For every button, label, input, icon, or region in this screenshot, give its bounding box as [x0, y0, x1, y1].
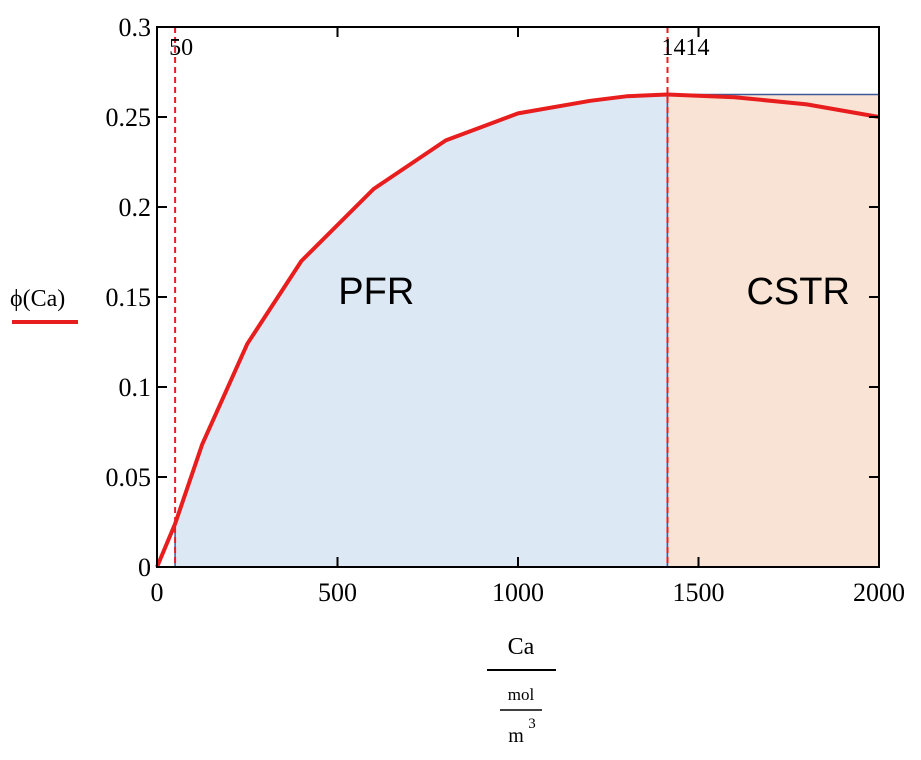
series-curve — [155, 92, 880, 568]
x-tick-label: 1500 — [673, 578, 725, 607]
y-tick-label: 0 — [138, 553, 151, 582]
y-tick-label: 0.2 — [119, 193, 152, 222]
marker-label-1414: 1414 — [662, 35, 710, 61]
region-label-pfr: PFR — [338, 271, 414, 313]
x-tick-label: 2000 — [853, 578, 905, 607]
shaded-regions — [174, 93, 880, 568]
y-tick-label: 0.15 — [106, 283, 152, 312]
region-cstr — [666, 93, 880, 568]
y-tick-label: 0.25 — [106, 103, 152, 132]
x-axis-label: Ca — [508, 634, 535, 660]
marker-label-50: 50 — [169, 35, 193, 61]
y-axis-label: ϕ(Ca) — [10, 286, 65, 312]
region-labels: PFR CSTR — [338, 271, 850, 313]
tick-labels: 0 500 1000 1500 2000 0 0.05 0.1 0.15 0.2 0.25 0.3 — [106, 13, 906, 607]
region-label-cstr: CSTR — [746, 271, 849, 313]
y-tick-label: 0.3 — [119, 13, 152, 42]
axis-ticks — [156, 26, 880, 568]
y-tick-label: 0.1 — [119, 373, 152, 402]
x-axis-unit-top: mol — [508, 685, 535, 704]
series-line-phi — [155, 92, 880, 568]
y-tick-label: 0.05 — [106, 463, 152, 492]
x-axis-unit-exponent: 3 — [528, 716, 536, 732]
x-tick-label: 0 — [151, 578, 164, 607]
marker-lines — [174, 27, 669, 567]
region-pfr — [174, 93, 669, 568]
x-tick-label: 1000 — [492, 578, 544, 607]
x-tick-label: 500 — [318, 578, 357, 607]
marker-labels: 50 1414 — [169, 35, 709, 61]
x-axis-unit-bottom: m — [508, 725, 524, 747]
